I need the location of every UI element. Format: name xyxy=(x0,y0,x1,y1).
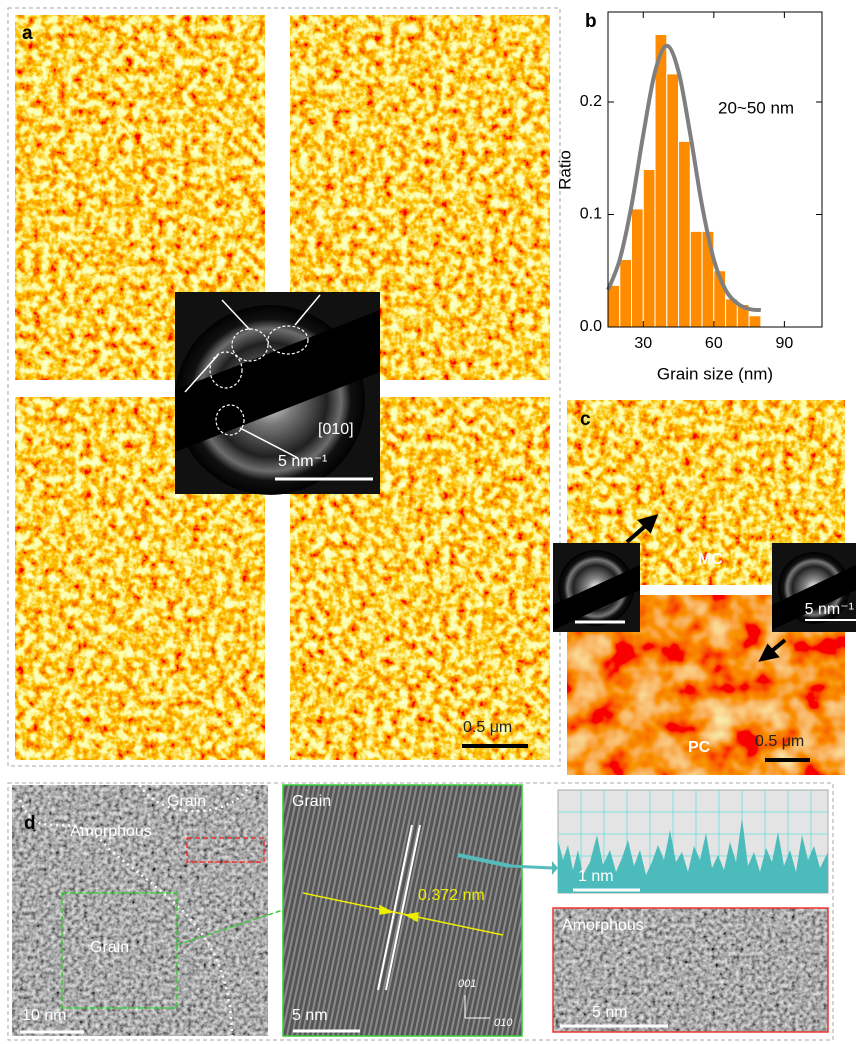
connector xyxy=(510,866,552,868)
panel-label: b xyxy=(585,11,597,32)
zone-axis: [010] xyxy=(318,421,354,438)
gap xyxy=(640,585,775,595)
panel-c: c 5 nm⁻¹ MC PC 0.5 μm xyxy=(553,400,856,775)
panel-label: a xyxy=(22,23,33,44)
panel-a: a [010] 5 nm⁻¹ 0.5 μm xyxy=(8,8,560,766)
bar xyxy=(620,260,632,328)
spacing-label: 0.372 nm xyxy=(418,887,485,904)
image-title: Amorphous xyxy=(562,917,644,934)
bar xyxy=(632,209,644,327)
scale-label: 0.5 μm xyxy=(755,733,804,750)
scale-label: 5 nm xyxy=(292,1007,328,1024)
bar xyxy=(749,316,761,327)
bar xyxy=(679,141,691,327)
direction-label: 010 xyxy=(494,1017,513,1029)
region-label: PC xyxy=(688,739,711,756)
y-tick-label: 0.1 xyxy=(580,206,602,223)
panel-d: d Grain Amorphous Grain 10 nm Grain 0.37… xyxy=(8,783,833,1040)
y-axis-title: Ratio xyxy=(555,150,574,190)
scale-label: 0.5 μm xyxy=(463,719,512,736)
x-tick-label: 30 xyxy=(634,335,652,352)
panel-label: c xyxy=(580,409,591,430)
image-title: Grain xyxy=(292,793,331,810)
x-tick-label: 60 xyxy=(705,335,723,352)
y-tick-label: 0.0 xyxy=(580,318,602,335)
direction-label: 001 xyxy=(458,978,476,990)
diffraction-inset xyxy=(553,543,640,632)
panel-label: d xyxy=(24,813,36,834)
annotation: 20~50 nm xyxy=(718,98,794,117)
scale-label: 5 nm⁻¹ xyxy=(278,453,327,470)
page: {"chart_data": {"type": "histogram", "pa… xyxy=(0,0,856,1044)
bar xyxy=(643,170,655,328)
bar xyxy=(608,285,620,327)
arrowhead xyxy=(552,861,558,875)
diffraction-inset: 5 nm⁻¹ xyxy=(772,543,856,632)
scale-label: 1 nm xyxy=(578,868,614,885)
region-label: MC xyxy=(698,551,723,568)
panel-b: b Ratio Grain size (nm) 0.0 0.1 0.2 30 60 90 2… xyxy=(555,11,822,383)
bar xyxy=(690,231,702,327)
diffraction-inset: [010] 5 nm⁻¹ xyxy=(175,292,380,495)
scale-label: 5 nm⁻¹ xyxy=(805,601,854,618)
bar xyxy=(667,74,679,327)
line-profile: 1 nm xyxy=(558,790,828,893)
y-tick-label: 0.2 xyxy=(580,93,602,110)
figure: a [010] 5 nm⁻¹ 0.5 μm c 5 nm⁻¹ MC PC xyxy=(0,0,856,1044)
scale-label: 10 nm xyxy=(22,1007,66,1024)
x-tick-label: 90 xyxy=(775,335,793,352)
region-label: Grain xyxy=(90,939,129,956)
scale-label: 5 nm xyxy=(592,1004,628,1021)
region-label: Amorphous xyxy=(70,823,152,840)
x-axis-title: Grain size (nm) xyxy=(657,364,773,383)
region-label: Grain xyxy=(167,793,206,810)
bar xyxy=(655,35,667,328)
